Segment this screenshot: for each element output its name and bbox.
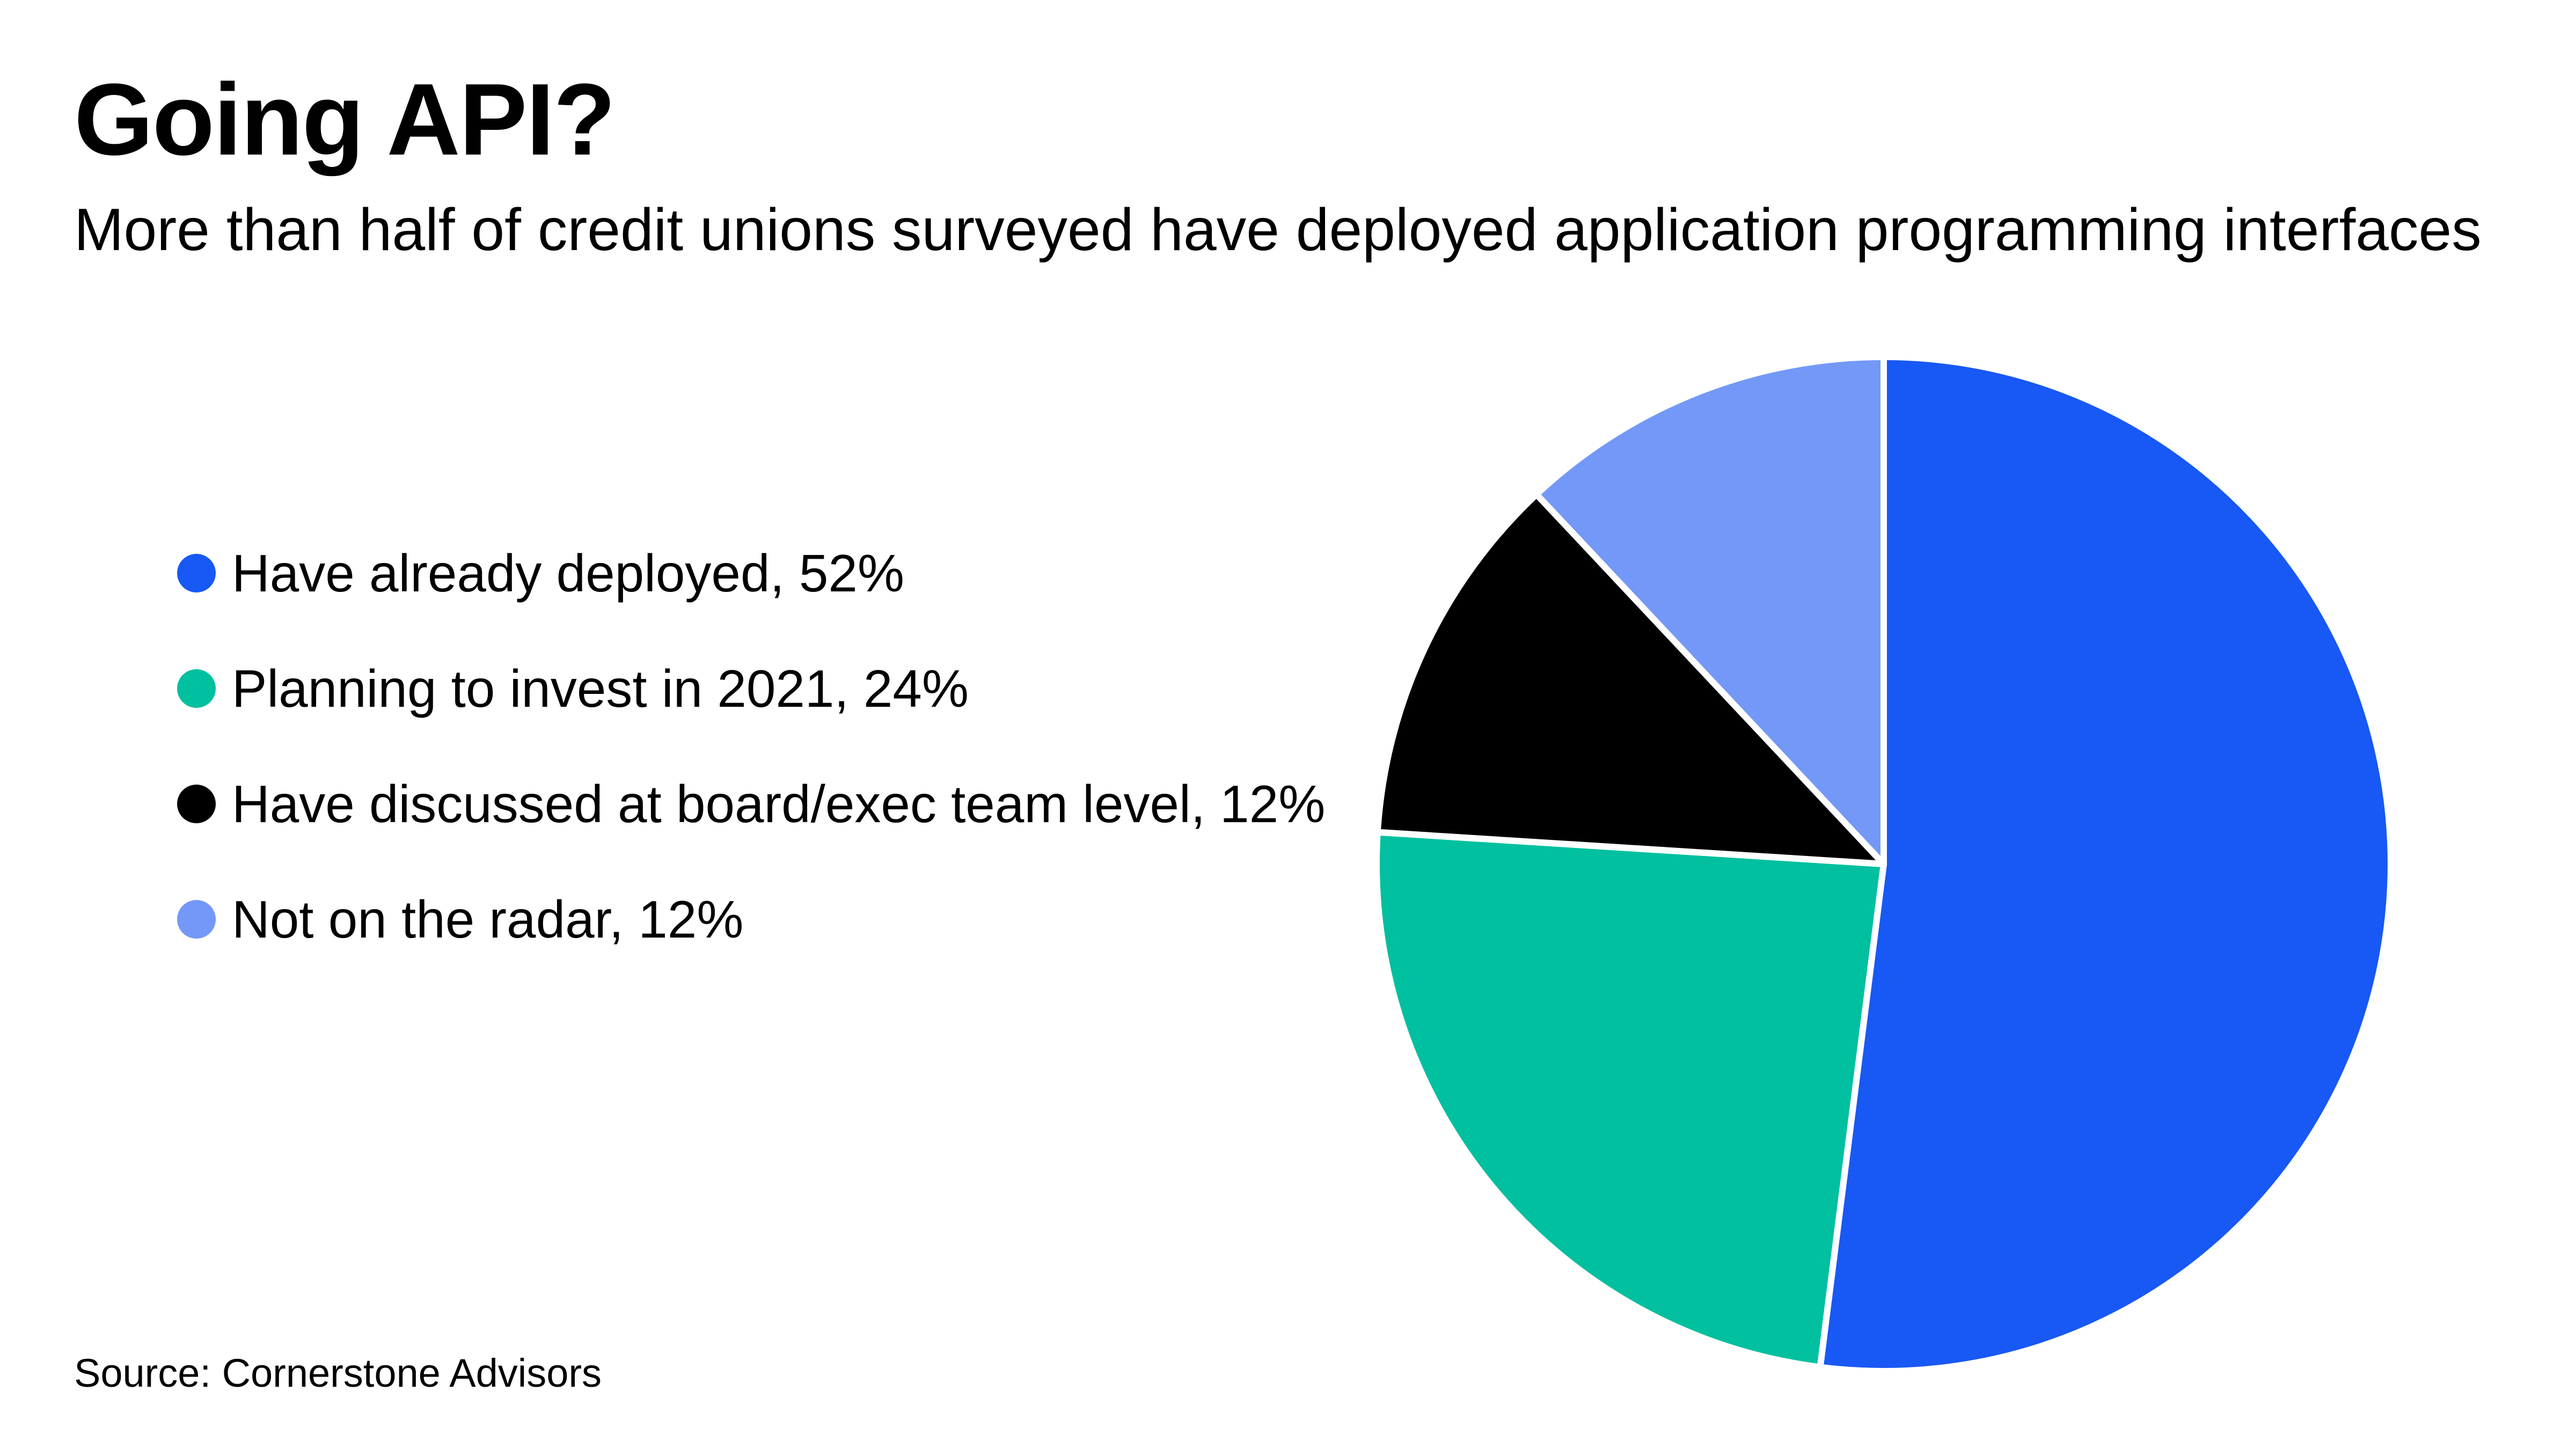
legend-label-planning-to-invest: Planning to invest in 2021, 24%	[232, 658, 969, 718]
legend-item: Not on the radar, 12%	[177, 861, 1325, 977]
pie-slice-already-deployed	[1817, 354, 2394, 1374]
legend-label-discussed-at-board: Have discussed at board/exec team level,…	[232, 774, 1326, 833]
legend-swatch-planning-to-invest	[177, 669, 216, 708]
chart-subtitle: More than half of credit unions surveyed…	[74, 196, 2482, 263]
legend-item: Have already deployed, 52%	[177, 515, 1325, 631]
source-note: Source: Cornerstone Advisors	[74, 1351, 602, 1395]
pie-slice-discussed-at-board	[1374, 491, 1887, 867]
legend-swatch-not-on-radar	[177, 899, 216, 939]
pie-slice-planning-to-invest	[1374, 829, 1887, 1371]
legend-label-already-deployed: Have already deployed, 52%	[232, 543, 905, 603]
legend: Have already deployed, 52% Planning to i…	[177, 515, 1325, 977]
legend-label-not-on-radar: Not on the radar, 12%	[232, 889, 744, 949]
legend-item: Planning to invest in 2021, 24%	[177, 631, 1325, 746]
pie-slice-not-on-radar	[1533, 354, 1887, 867]
legend-item: Have discussed at board/exec team level,…	[177, 746, 1325, 861]
chart-title: Going API?	[74, 63, 616, 177]
pie-chart	[1374, 354, 2394, 1374]
legend-swatch-discussed-at-board	[177, 784, 216, 823]
legend-swatch-already-deployed	[177, 553, 216, 592]
